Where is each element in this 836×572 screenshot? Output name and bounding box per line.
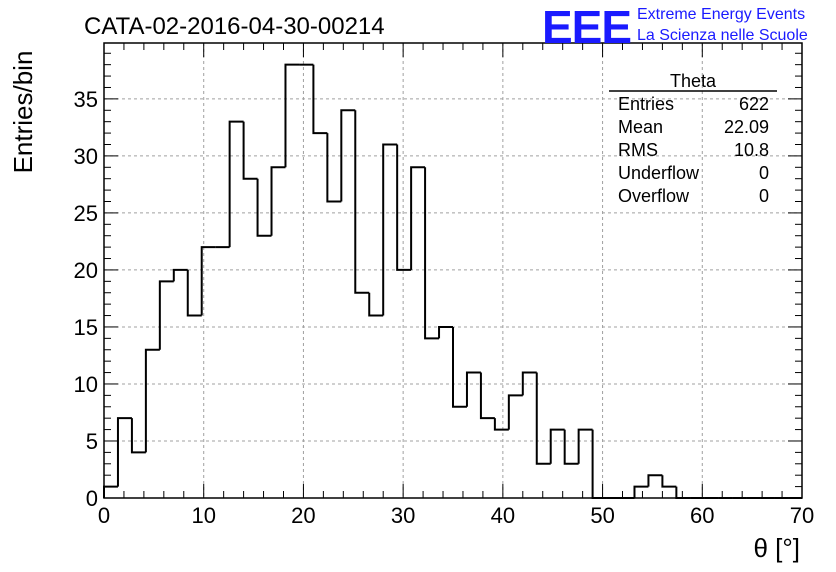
axes-frame [103,42,803,499]
histogram-bin [340,109,356,202]
stats-value: 0 [759,186,769,206]
histogram-bin [368,292,384,317]
x-tick-label: 40 [491,503,515,528]
histogram-bin [577,428,593,464]
stats-value: 0 [759,163,769,183]
stats-box: Theta Entries 622 Mean 22.09 RMS 10.8 Underflo… [609,71,777,206]
plot-frame [103,42,803,499]
eee-logo: EEE Extreme Energy Events La Scienza nel… [542,1,808,53]
histogram-bin [130,418,146,454]
histogram-bin [270,166,286,236]
y-tick-label: 10 [74,372,98,397]
histogram-bin [549,428,565,464]
tick-labels: 0 10 20 30 40 50 60 70 0 5 10 15 20 25 30 35 [74,87,815,528]
x-tick-label: 10 [191,503,215,528]
histogram-bin [396,144,412,271]
histogram-bin [256,178,272,237]
histogram-bin [661,475,677,488]
stats-value: 622 [739,94,769,114]
histogram-bin [312,64,328,135]
x-axis-title: θ [°] [753,533,800,563]
histogram-bin [424,167,440,340]
stats-label: Entries [618,94,674,114]
stats-rows: Entries 622 Mean 22.09 RMS 10.8 Underflow 0 Over… [618,94,769,206]
x-tick-label: 30 [391,503,415,528]
histogram-bin [158,280,174,350]
histogram-bin [228,120,244,248]
histogram-bin [452,326,467,408]
y-tick-label: 5 [86,429,98,454]
histogram-bin [465,371,481,407]
stats-value: 10.8 [734,140,769,160]
histogram-bin [563,429,579,465]
stats-label: Underflow [618,163,700,183]
stats-box-title: Theta [670,71,717,91]
histogram-bin [507,394,523,430]
axis-ticks [103,43,803,499]
histogram-bin [493,418,509,431]
histogram-bin [647,474,663,487]
eee-logo-line2: La Scienza nelle Scuole [637,27,808,44]
histogram-bin [521,371,537,396]
y-tick-label: 0 [86,486,98,511]
y-axis-title: Entries/bin [8,51,38,174]
x-tick-label: 20 [291,503,315,528]
y-tick-label: 15 [74,315,98,340]
x-tick-label: 0 [98,503,110,528]
histogram-bin [116,417,132,487]
x-tick-label: 60 [690,503,714,528]
x-tick-label: 70 [790,503,814,528]
histogram-bin [438,325,453,339]
eee-logo-line1: Extreme Energy Events [637,6,805,23]
histogram-series [103,63,802,499]
plot-title: CATA-02-2016-04-30-00214 [84,13,385,40]
stats-value: 22.09 [724,117,769,137]
histogram-bin [144,348,160,453]
y-tick-label: 35 [74,87,98,112]
histogram-bin [382,143,398,316]
stats-label: Mean [618,117,663,137]
histogram-bin [354,110,370,294]
y-tick-label: 25 [74,201,98,226]
histogram-bin [186,269,202,317]
histogram-bin [242,121,258,180]
stats-label: RMS [618,140,658,160]
histogram-bin [326,133,342,203]
y-tick-label: 30 [74,144,98,169]
histogram-bin [479,372,495,420]
histogram-bin [172,268,188,282]
histogram-bin [633,485,649,498]
eee-logo-mark: EEE [542,1,631,53]
histogram-bin [200,246,216,316]
histogram-bin [410,166,426,270]
histogram-bin [284,63,300,168]
histogram-bin [535,372,551,465]
stats-label: Overflow [618,186,690,206]
x-tick-label: 50 [590,503,614,528]
y-tick-label: 20 [74,258,98,283]
